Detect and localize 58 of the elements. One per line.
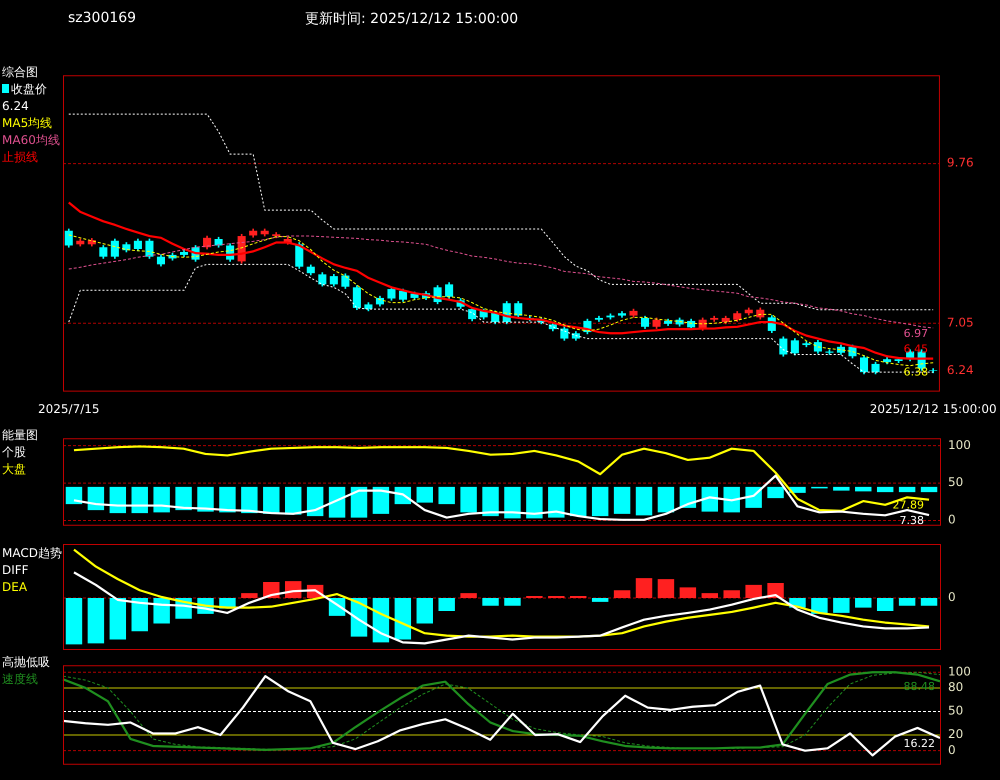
bar [723,590,740,598]
bar [460,593,477,598]
bar [241,593,258,598]
bar [592,598,608,602]
y-tick-label: 9.76 [946,156,974,170]
y-tick-label: 6.24 [946,363,974,378]
bar [438,598,455,612]
bar [394,598,412,640]
data-label: 6.97 [904,326,928,340]
text: MA5均线 [2,115,54,132]
bar [855,598,872,608]
bar [88,598,104,644]
text: DIFF [2,562,30,579]
y-tick-label: 100 [948,664,971,678]
y-tick-label: 7.05 [946,315,974,330]
bar [66,598,82,644]
y-tick-label: 0 [948,512,956,527]
text: DEA [2,579,28,596]
bar [898,598,916,606]
bar [110,598,126,640]
bar [920,598,938,606]
text: MA60均线 [2,132,60,149]
x-tick-label: 2025/7/15 [38,402,100,416]
bar [745,584,762,598]
legend-label: 收盘价 [10,81,48,98]
text: 止损线 [2,149,39,166]
data-label: 6.38 [904,366,928,379]
y-tick-label: 80 [948,680,964,694]
y-tick-label: 50 [948,475,964,490]
text: 速度线 [2,671,39,688]
data-label: 7.38 [900,514,924,527]
bar [614,590,630,598]
bar [833,598,850,613]
bar [482,598,499,606]
text: 更新时间: 2025/12/12 15:00:00 [305,10,518,28]
data-label: 16.22 [904,736,935,750]
bar [132,598,148,632]
y-tick-label: 0 [948,742,956,757]
text: 个股 [2,444,27,461]
bar [658,579,674,598]
text: 大盘 [2,461,27,478]
bar [702,593,718,598]
bar [876,598,894,612]
text: 6.24 [2,99,29,113]
bar [636,578,652,598]
bar [680,587,696,598]
chart-title: 能量图 [2,427,38,444]
line-series [68,114,934,310]
bar [416,598,433,624]
y-tick-label: 100 [948,438,971,452]
y-tick-label: 50 [948,704,964,718]
chart-title: 高抛低吸 [2,654,50,671]
chart-subtitle: sz300169 [68,10,136,26]
chart-title: 综合图 [2,64,39,81]
chart-title: MACD趋势 [2,545,62,562]
y-tick-label: 20 [948,727,964,742]
bar [504,598,521,606]
x-tick-label: 2025/12/12 15:00:00 [870,402,997,416]
